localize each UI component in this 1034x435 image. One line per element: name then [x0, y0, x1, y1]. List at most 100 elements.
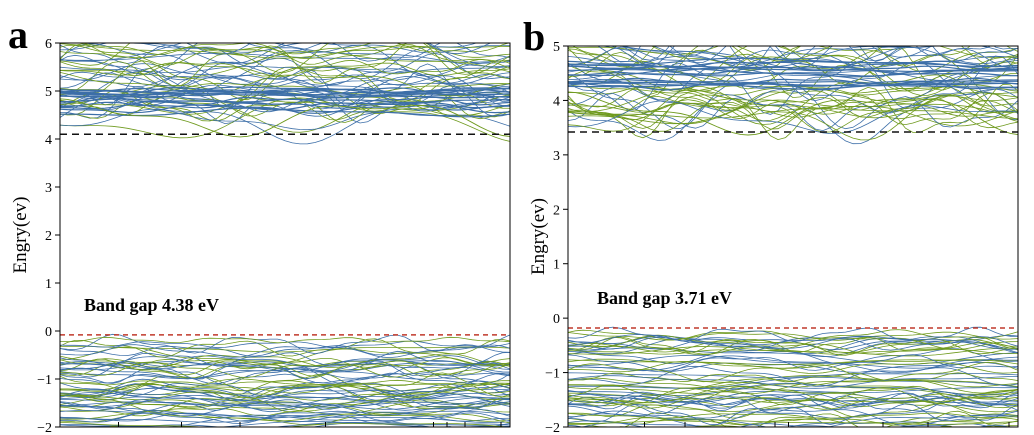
valence-band-29 — [60, 382, 510, 403]
k-point-label: L — [1014, 433, 1023, 435]
y-tick-label: 2 — [553, 203, 560, 218]
conduction-band-12 — [568, 100, 1018, 122]
valence-band-17 — [568, 331, 1018, 341]
valence-band-38 — [579, 422, 993, 427]
valence-band-46 — [60, 361, 510, 379]
valence-band-39 — [568, 355, 1018, 374]
conduction-band-11 — [568, 61, 1018, 102]
y-tick-label: 5 — [45, 85, 52, 100]
plot-frame — [567, 45, 1019, 428]
valence-band-55 — [60, 409, 510, 422]
y-tick-label: 1 — [45, 277, 52, 292]
conduction-band-58 — [60, 88, 510, 94]
k-point-label: N — [235, 433, 245, 435]
conduction-band-13 — [568, 91, 1018, 145]
conduction-band-24 — [568, 99, 1018, 127]
k-point-label: S — [443, 433, 451, 435]
k-point-label: X — [505, 433, 515, 435]
conduction-band-59 — [60, 98, 510, 138]
k-point-label: Γ — [564, 433, 572, 435]
y-tick-label: −2 — [545, 421, 560, 435]
panel-label: a — [8, 12, 28, 57]
y-tick-label: 6 — [45, 37, 52, 52]
conduction-band-41 — [185, 43, 492, 55]
valence-band-39 — [60, 381, 510, 394]
conduction-band-49 — [568, 65, 1018, 72]
conduction-band-56 — [568, 80, 1018, 85]
valence-band-54 — [60, 391, 510, 410]
conduction-band-59 — [568, 91, 1018, 136]
valence-band-52 — [568, 419, 1018, 425]
valence-band-67 — [568, 393, 1018, 407]
k-point-label: Γ — [771, 433, 779, 435]
valence-band-43 — [568, 403, 1018, 426]
band-gap-annotation: Band gap 3.71 eV — [597, 288, 732, 308]
y-tick-label: 0 — [45, 325, 52, 340]
conduction-band-34 — [568, 108, 1018, 120]
valence-band-49 — [568, 339, 1018, 354]
bands — [60, 43, 510, 427]
conduction-band-55 — [60, 87, 510, 97]
valence-band-55 — [568, 412, 1018, 419]
y-tick-label: −1 — [37, 373, 52, 388]
y-axis-label: Engry(ev) — [10, 196, 31, 273]
k-point-label: S_0 — [454, 433, 476, 435]
valence-band-21 — [60, 357, 510, 370]
valence-band-65 — [568, 391, 1018, 406]
valence-band-46 — [568, 358, 1018, 369]
valence-band-48 — [568, 372, 1018, 378]
conduction-band-29 — [60, 43, 510, 67]
panel-a: −2−10123456ΓXPNΓMSS_0ΓXEngry(ev)Band gap… — [8, 12, 515, 435]
k-point-label: Γ — [497, 433, 505, 435]
k-point-label: M — [638, 433, 651, 435]
y-tick-label: −1 — [545, 367, 560, 382]
y-tick-label: 4 — [45, 133, 52, 148]
valence-band-25 — [568, 375, 1018, 389]
conduction-band-22 — [568, 46, 1018, 71]
k-point-label: L — [879, 433, 888, 435]
band-gap-annotation: Band gap 4.38 eV — [84, 295, 219, 315]
conduction-band-7 — [735, 46, 1018, 61]
conduction-band-30 — [60, 65, 510, 74]
panel-b: −2−1012345ΓMKΓALHALEngry(ev)Band gap 3.7… — [523, 14, 1023, 435]
valence-band-68 — [60, 379, 510, 386]
y-tick-label: −2 — [37, 421, 52, 435]
conduction-band-48 — [60, 90, 510, 96]
k-point-label: Γ — [321, 433, 329, 435]
conduction-band-39 — [60, 58, 510, 77]
k-point-label: A — [783, 433, 794, 435]
valence-band-66 — [568, 393, 1018, 410]
valence-band-61 — [60, 380, 510, 397]
bands — [568, 46, 1018, 427]
conduction-band-57 — [568, 65, 1018, 73]
valence-band-41 — [568, 348, 1018, 355]
conduction-band-39 — [568, 94, 1018, 115]
conduction-band-48 — [568, 72, 1018, 77]
valence-band-30 — [568, 347, 1018, 365]
conduction-band-38 — [568, 97, 1018, 133]
conduction-band-56 — [60, 104, 510, 114]
conduction-band-19 — [60, 73, 510, 88]
conduction-band-18 — [251, 43, 424, 44]
conduction-band-24 — [60, 43, 510, 66]
valence-band-2 — [60, 406, 510, 417]
k-point-label: P — [178, 433, 186, 435]
k-point-label: A — [1004, 433, 1015, 435]
conduction-band-42 — [568, 100, 1018, 135]
valence-band-11 — [937, 425, 954, 427]
valence-band-33 — [60, 401, 510, 417]
valence-band-51 — [568, 354, 1018, 369]
y-tick-label: 3 — [45, 181, 52, 196]
k-point-label: X — [113, 433, 123, 435]
valence-band-53 — [60, 366, 510, 380]
panel-label: b — [523, 14, 545, 59]
valence-band-57 — [60, 344, 510, 359]
conduction-band-9 — [568, 46, 1018, 59]
valence-band-31 — [568, 334, 1018, 350]
conduction-band-37 — [621, 46, 992, 62]
k-point-label: K — [680, 433, 690, 435]
conduction-band-55 — [568, 57, 1018, 68]
valence-band-58 — [60, 333, 510, 355]
valence-band-26 — [60, 393, 510, 413]
valence-band-56 — [60, 412, 510, 424]
